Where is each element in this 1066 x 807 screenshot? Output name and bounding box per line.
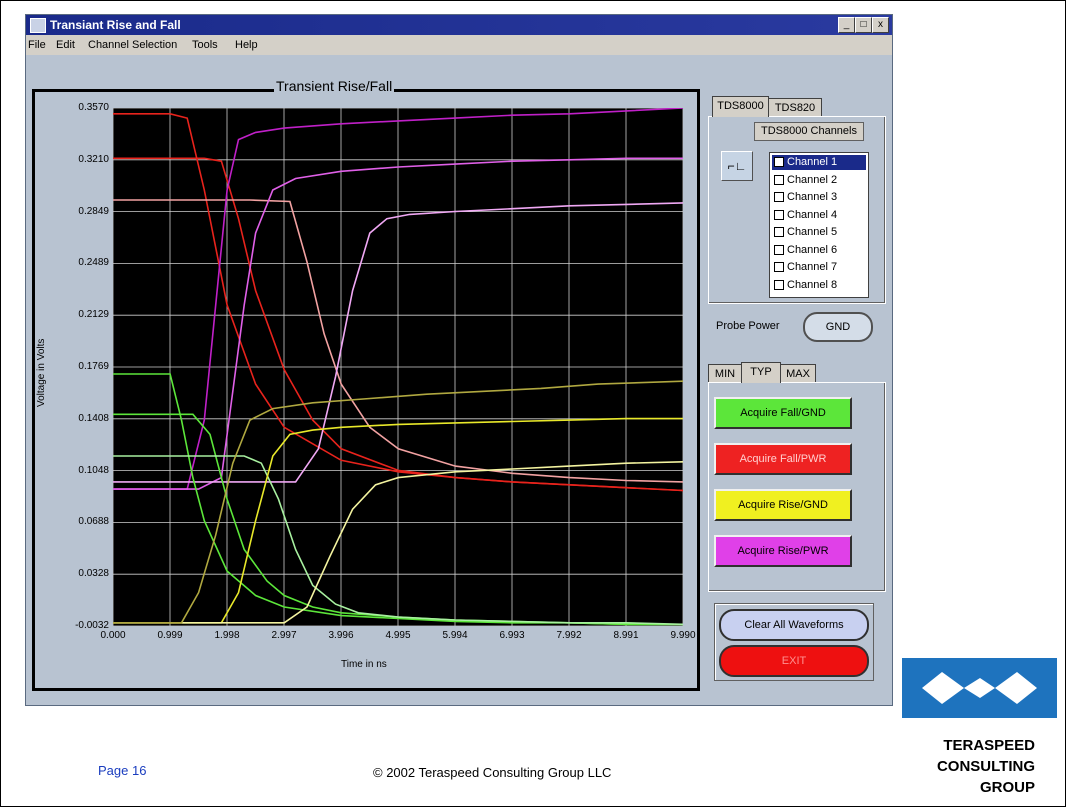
acquire-button-3[interactable]: Acquire Rise/GND — [714, 489, 852, 521]
y-tick-label: 0.3570 — [78, 102, 109, 113]
x-axis-title: Time in ns — [341, 659, 387, 670]
channel-item[interactable]: Channel 4 — [772, 208, 866, 223]
channel-label: Channel 2 — [787, 173, 838, 186]
channel-label: Channel 6 — [787, 243, 838, 256]
clear-all-waveforms-button[interactable]: Clear All Waveforms — [719, 609, 869, 641]
y-tick-label: 0.2129 — [78, 309, 109, 321]
channel-item[interactable]: Channel 2 — [772, 173, 866, 188]
x-tick-label: 3.996 — [328, 630, 354, 641]
x-tick-label: 8.991 — [613, 630, 639, 641]
y-tick-label: 0.1048 — [78, 464, 109, 476]
channel-checkbox[interactable] — [774, 244, 784, 255]
tab-max[interactable]: MAX — [780, 364, 816, 383]
y-axis-title: Voltage in Volts — [36, 338, 47, 407]
x-tick-label: 4.995 — [385, 630, 411, 641]
x-tick-label: 0.000 — [100, 630, 126, 641]
app-icon[interactable] — [30, 18, 46, 33]
channel-label: Channel 3 — [787, 191, 838, 203]
channel-label: Channel 4 — [787, 208, 838, 221]
channel-checkbox[interactable] — [774, 227, 784, 238]
channel-label: Channel 8 — [787, 278, 838, 291]
probe-power-label: Probe Power — [716, 320, 780, 332]
acquire-group — [708, 382, 886, 592]
channel-item[interactable]: Channel 3 — [772, 190, 866, 205]
y-tick-label: 0.0688 — [78, 516, 109, 528]
x-tick-label: 5.994 — [442, 630, 468, 641]
probe-power-toggle[interactable]: GND — [803, 312, 873, 342]
channel-item[interactable]: Channel 1 — [772, 155, 866, 170]
waveform-series-9 — [113, 455, 684, 626]
tab-min[interactable]: MIN — [708, 364, 742, 383]
company-line-1: TERASPEED — [943, 737, 1035, 754]
copyright: © 2002 Teraspeed Consulting Group LLC — [373, 765, 612, 780]
channel-item[interactable]: Channel 7 — [772, 260, 866, 275]
teraspeed-logo — [902, 658, 1057, 718]
channel-checkbox[interactable] — [774, 209, 784, 220]
channels-header: TDS8000 Channels — [754, 122, 864, 141]
y-tick-label: 0.1408 — [78, 412, 109, 424]
tab-tds8000[interactable]: TDS8000 — [712, 96, 769, 117]
channel-item[interactable]: Channel 6 — [772, 243, 866, 258]
channel-checkbox[interactable] — [774, 279, 784, 290]
exit-button[interactable]: EXIT — [719, 645, 869, 677]
y-tick-label: 0.0328 — [78, 568, 109, 580]
channel-item[interactable]: Channel 8 — [772, 278, 866, 293]
waveform-series-11 — [113, 461, 684, 624]
waveform-series-3 — [113, 199, 684, 483]
y-tick-label: 0.2489 — [78, 257, 109, 269]
plot-area[interactable] — [112, 107, 684, 627]
tab-tds820[interactable]: TDS820 — [768, 98, 822, 117]
menu-edit[interactable]: Edit — [56, 39, 75, 51]
x-tick-label: 2.997 — [271, 630, 297, 641]
x-tick-label: 6.993 — [499, 630, 525, 641]
menu-help[interactable]: Help — [235, 39, 258, 51]
channel-checkbox[interactable] — [774, 174, 784, 185]
step-probe-button[interactable]: ⌐∟ — [721, 151, 753, 181]
channel-checkbox[interactable] — [774, 262, 784, 273]
minimize-button[interactable]: _ — [838, 17, 855, 33]
x-tick-label: 9.990 — [670, 630, 696, 641]
x-tick-label: 1.998 — [214, 630, 240, 641]
close-button[interactable]: x — [872, 17, 889, 33]
title-bar: Transiant Rise and Fall _ □ x — [26, 15, 892, 35]
company-line-2: CONSULTING — [936, 758, 1035, 775]
waveform-series-6 — [113, 202, 684, 483]
tab-typ[interactable]: TYP — [741, 362, 781, 383]
acquire-button-4[interactable]: Acquire Rise/PWR — [714, 535, 852, 567]
app-window: Transiant Rise and Fall _ □ x File Edit … — [25, 14, 893, 706]
channel-group — [708, 116, 886, 304]
y-tick-label: 0.3210 — [78, 153, 109, 165]
company-name: TERASPEED CONSULTING GROUP — [895, 735, 1035, 798]
channel-label: Channel 7 — [787, 261, 838, 273]
window-title: Transiant Rise and Fall — [50, 18, 181, 32]
control-group — [714, 603, 874, 681]
y-tick-label: -0.0032 — [75, 620, 109, 631]
channel-checkbox[interactable] — [774, 192, 784, 203]
channel-label: Channel 5 — [787, 226, 838, 238]
waveform-series-2 — [113, 157, 684, 492]
y-tick-label: 0.1769 — [78, 361, 109, 372]
channel-list[interactable]: Channel 1 Channel 2 Channel 3 Channel 4 Chan… — [769, 152, 869, 298]
channel-checkbox[interactable] — [774, 157, 784, 168]
channel-label: Channel 1 — [787, 156, 838, 168]
waveform-series-4 — [113, 107, 684, 490]
page-number: Page 16 — [98, 763, 147, 778]
x-tick-label: 0.999 — [157, 630, 183, 641]
x-tick-label: 7.992 — [556, 630, 582, 641]
y-tick-label: 0.2849 — [78, 205, 109, 217]
acquire-button-1[interactable]: Acquire Fall/GND — [714, 397, 852, 429]
company-line-3: GROUP — [979, 779, 1035, 796]
channel-item[interactable]: Channel 5 — [772, 225, 866, 240]
menu-bar: File Edit Channel Selection Tools Help — [26, 35, 892, 55]
acquire-button-2[interactable]: Acquire Fall/PWR — [714, 443, 852, 475]
menu-file[interactable]: File — [28, 39, 46, 51]
waveform-chart[interactable] — [112, 107, 684, 627]
plot-title: Transient Rise/Fall — [274, 78, 395, 94]
menu-channel-selection[interactable]: Channel Selection — [88, 39, 178, 51]
maximize-button[interactable]: □ — [855, 17, 872, 33]
waveform-series-12 — [113, 380, 684, 624]
menu-tools[interactable]: Tools — [192, 39, 218, 51]
waveform-series-10 — [113, 417, 683, 624]
waveform-series-5 — [113, 157, 683, 490]
